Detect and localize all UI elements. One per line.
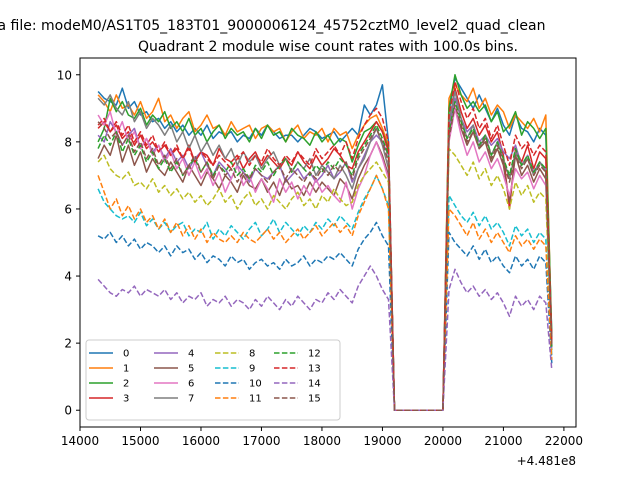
legend-label-14: 14 xyxy=(308,379,321,390)
series-line-1 xyxy=(97,84,553,411)
y-tick-label: 6 xyxy=(64,202,72,216)
y-tick-label: 0 xyxy=(64,404,72,418)
series-line-11 xyxy=(97,174,553,411)
plot-frame xyxy=(79,57,577,428)
legend-label-13: 13 xyxy=(308,364,321,375)
x-tick-label: 22000 xyxy=(545,434,583,448)
x-tick-label: 16000 xyxy=(182,434,220,448)
series-line-9 xyxy=(97,174,553,411)
x-tick-label: 18000 xyxy=(303,434,341,448)
legend-label-11: 11 xyxy=(249,394,262,405)
legend-label-12: 12 xyxy=(308,349,321,360)
series-line-2 xyxy=(97,74,553,411)
chart-title: Quadrant 2 module wise count rates with … xyxy=(138,39,518,55)
legend-label-7: 7 xyxy=(188,394,194,405)
x-tick-label: 17000 xyxy=(242,434,280,448)
x-tick-label: 20000 xyxy=(424,434,462,448)
legend-label-1: 1 xyxy=(123,364,129,375)
series-line-15 xyxy=(97,104,553,411)
figure-suptitle: ta file: modeM0/AS1T05_183T01_9000006124… xyxy=(0,18,545,34)
legend-label-6: 6 xyxy=(188,379,194,390)
legend-label-9: 9 xyxy=(249,364,255,375)
series-layer xyxy=(97,74,553,411)
legend-label-0: 0 xyxy=(123,349,129,360)
legend-label-4: 4 xyxy=(188,349,194,360)
series-line-13 xyxy=(97,80,553,411)
legend-label-10: 10 xyxy=(249,379,262,390)
y-tick-label: 8 xyxy=(64,135,72,149)
x-tick-label: 19000 xyxy=(363,434,401,448)
legend-box xyxy=(85,339,341,421)
legend-label-15: 15 xyxy=(308,394,321,405)
y-axis: 0 2 4 6 8 10 xyxy=(57,68,80,418)
series-line-10 xyxy=(97,221,553,411)
x-offset-label: +4.481e8 xyxy=(517,454,576,468)
series-line-4 xyxy=(97,97,553,411)
y-tick-label: 2 xyxy=(64,337,72,351)
x-tick-label: 15000 xyxy=(121,434,159,448)
series-line-3 xyxy=(97,87,553,411)
series-line-8 xyxy=(97,147,553,411)
legend-label-2: 2 xyxy=(123,379,129,390)
legend-label-8: 8 xyxy=(249,349,255,360)
x-axis: 14000 15000 16000 17000 18000 19000 20000 21000… xyxy=(61,427,583,448)
series-line-6 xyxy=(97,107,553,411)
legend-label-5: 5 xyxy=(188,364,194,375)
y-tick-label: 4 xyxy=(64,270,72,284)
y-tick-label: 10 xyxy=(57,68,72,82)
x-tick-label: 14000 xyxy=(61,434,99,448)
x-tick-label: 21000 xyxy=(484,434,522,448)
legend-label-3: 3 xyxy=(123,394,129,405)
series-line-12 xyxy=(97,100,553,411)
